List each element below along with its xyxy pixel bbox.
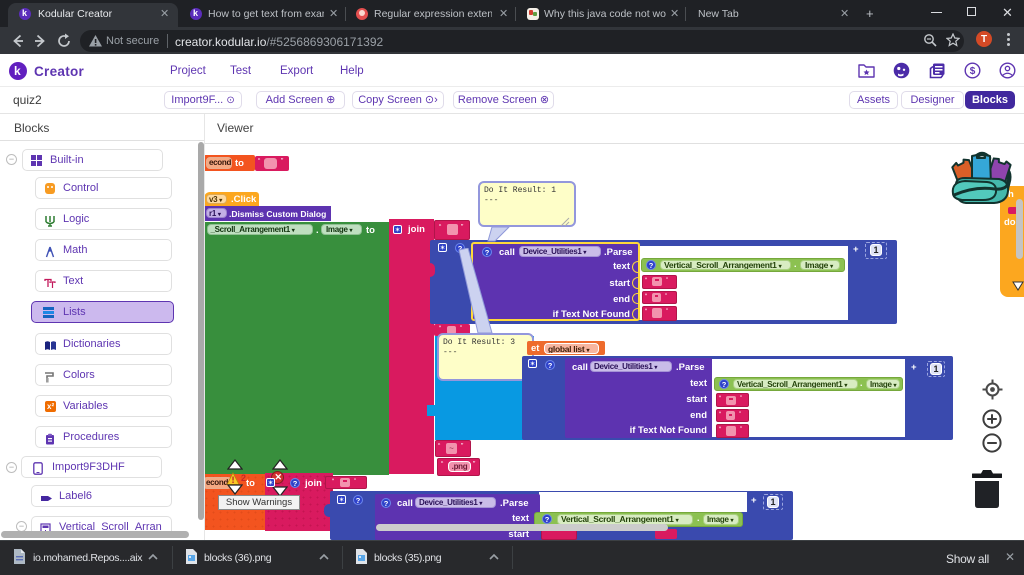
svg-text:$: $: [970, 66, 976, 77]
